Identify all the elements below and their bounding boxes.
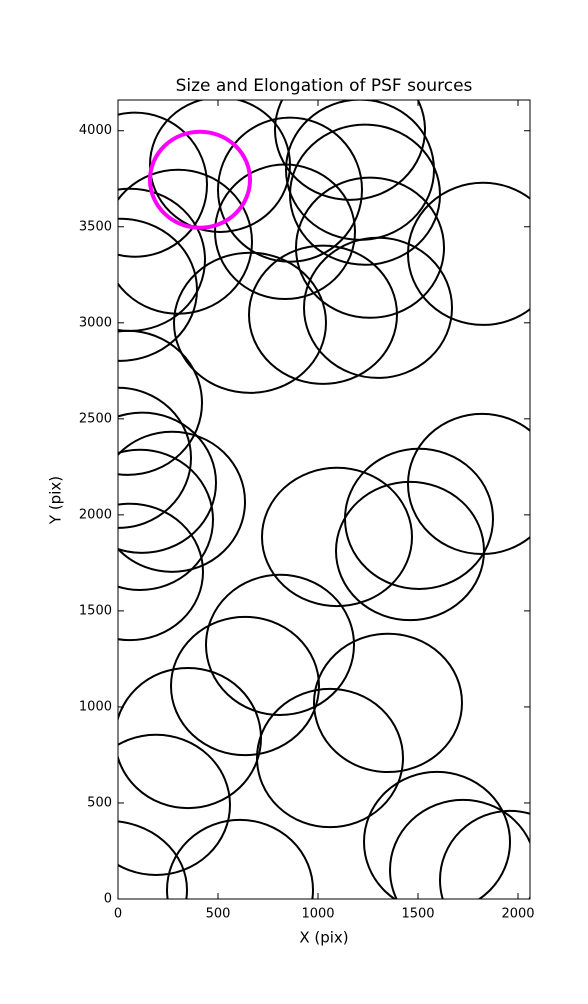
psf-ellipse [256,687,404,829]
plot-frame [117,99,531,900]
psf-ellipse [118,733,231,876]
plot-area [118,100,530,899]
x-tick-label: 0 [114,907,122,922]
psf-ellipse [118,329,203,476]
psf-ellipse [118,411,217,554]
y-axis-label: Y (pix) [47,476,65,525]
psf-ellipse [118,666,262,810]
psf-ellipse [407,412,530,556]
psf-ellipse [118,430,246,573]
psf-ellipse [261,466,413,608]
y-tick-label: 2000 [79,507,112,522]
psf-ellipse [118,111,208,258]
psf-ellipse [335,480,485,622]
y-tick-label: 500 [87,795,112,810]
x-tick-label: 1500 [401,907,434,922]
psf-ellipse [170,615,320,757]
psf-ellipse [439,809,530,899]
psf-ellipse [248,244,398,385]
y-tick-label: 3500 [79,219,112,234]
psf-ellipse [166,818,314,899]
psf-ellipse [363,770,511,899]
psf-ellipse [214,163,356,300]
x-axis-label: X (pix) [299,929,348,947]
x-tick-label: 1000 [301,907,334,922]
psf-ellipse [148,129,252,230]
psf-ellipse [118,502,204,642]
psf-ellipse [407,181,530,326]
psf-ellipse [118,217,198,362]
psf-ellipse [205,573,355,716]
psf-ellipse [389,798,530,899]
x-tick-label: 500 [206,907,231,922]
y-tick-label: 1000 [79,699,112,714]
psf-ellipse [173,251,327,394]
y-tick-label: 3000 [79,315,112,330]
psf-ellipse [313,632,463,774]
psf-ellipse [295,176,445,319]
x-tick-label: 2000 [501,907,534,922]
psf-ellipse [118,448,214,591]
psf-ellipse [217,116,363,263]
y-tick-label: 2500 [79,411,112,426]
y-tick-label: 4000 [79,123,112,138]
psf-ellipse [303,236,453,379]
y-tick-label: 1500 [79,603,112,618]
chart-title: Size and Elongation of PSF sources [176,76,473,96]
y-tick-label: 0 [104,892,112,907]
psf-ellipse [118,386,192,529]
psf-ellipse [274,100,426,201]
psf-ellipse [118,820,188,899]
